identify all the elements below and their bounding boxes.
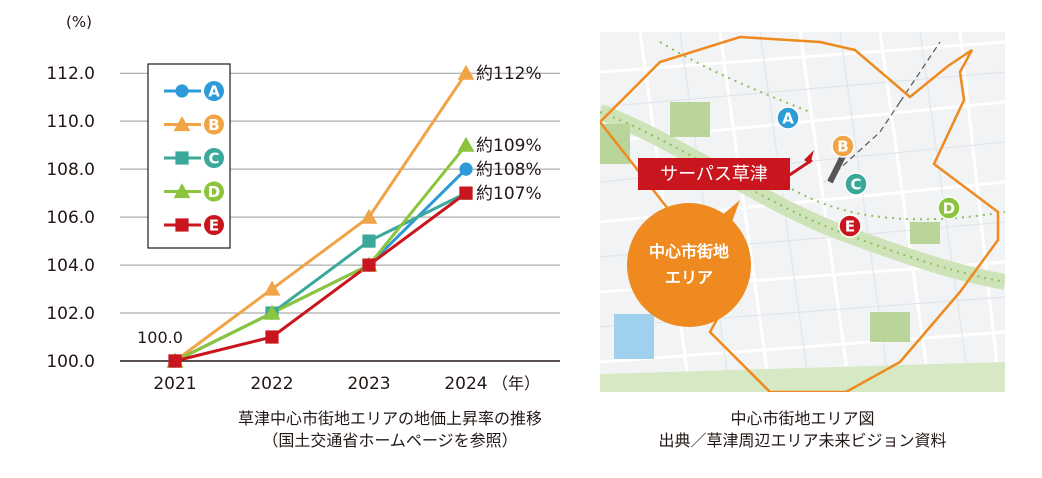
series-line-E: [174, 191, 467, 363]
park: [600, 124, 630, 164]
map-caption: 中心市街地エリア図 出典／草津周辺エリア未来ビジョン資料: [600, 408, 1005, 452]
end-label-B: 約112%: [476, 64, 542, 84]
legend-label-D: D: [208, 183, 220, 201]
legend-label-E: E: [209, 217, 219, 235]
legend-label-B: B: [208, 116, 219, 134]
y-tick-label: 104.0: [46, 256, 95, 276]
end-label-E: 約107%: [476, 184, 542, 204]
data-point-E: [265, 330, 279, 344]
area-bubble: 中心市街地 エリア: [627, 200, 751, 327]
map-point-C: [844, 172, 868, 196]
callout-label: サーパス草津: [660, 164, 768, 185]
legend-marker-C: [175, 151, 189, 165]
x-tick-label: 2022: [250, 374, 293, 394]
map-caption-line2: 出典／草津周辺エリア未来ビジョン資料: [658, 431, 947, 450]
railway: [824, 101, 901, 183]
end-label-D: 約109%: [476, 136, 542, 156]
series-line-D: [174, 144, 468, 363]
y-tick-label: 106.0: [46, 208, 95, 228]
pond: [614, 314, 654, 359]
legend-badge-B: [204, 114, 224, 135]
data-point-A: [459, 162, 473, 176]
data-point-D: [263, 304, 281, 320]
map-graphic: 中心市街地 エリア サーパス草津 A B C D E: [600, 32, 1005, 392]
area-boundary: [600, 35, 1000, 392]
y-tick-label: 112.0: [46, 64, 95, 84]
map-streets: [600, 32, 1005, 392]
data-point-D: [457, 136, 475, 152]
y-axis-unit: (%): [66, 13, 92, 31]
map-point-label-C: C: [850, 176, 861, 194]
x-axis-unit: （年）: [492, 374, 540, 393]
data-point-E: [362, 258, 376, 272]
park: [670, 102, 710, 137]
data-point-C: [362, 234, 376, 248]
map-point-label-D: D: [943, 200, 955, 218]
start-value-label: 100.0: [137, 328, 183, 347]
map-caption-line1: 中心市街地エリア図: [730, 409, 875, 428]
map-point-label-B: B: [837, 138, 848, 156]
series-line-B: [174, 72, 468, 363]
data-point-E: [168, 354, 182, 368]
legend-badge-C: [204, 148, 224, 168]
line-chart: 100.0 102.0 104.0 106.0 108.0 110.0 112.0 (%) 20…: [46, 13, 560, 394]
data-point-B: [263, 280, 281, 296]
map-point-B: [831, 134, 855, 158]
legend-badge-D: [204, 181, 224, 202]
chart-title: 草津中心市街地エリアの地価上昇率の推移: [237, 409, 542, 428]
area-bubble-label-1: 中心市街地: [649, 242, 729, 261]
map-point-label-E: E: [845, 218, 855, 236]
legend-marker-A: [175, 84, 189, 98]
x-tick-label: 2024: [444, 374, 487, 394]
y-tick-label: 102.0: [46, 304, 95, 324]
park: [910, 222, 940, 244]
y-tick-label: 108.0: [46, 160, 95, 180]
y-tick-label: 110.0: [46, 112, 95, 132]
legend-marker-B: [173, 116, 191, 132]
y-tick-label: 100.0: [46, 352, 95, 372]
data-point-B: [457, 64, 475, 80]
legend-label-A: A: [208, 83, 220, 101]
end-label-A: 約108%: [476, 160, 542, 180]
map-points: A B C D E: [776, 106, 961, 238]
map-point-label-A: A: [782, 110, 794, 128]
legend-badge-A: [204, 81, 224, 101]
legend-badge-E: [204, 215, 224, 235]
park: [870, 312, 910, 342]
legend-label-C: C: [208, 150, 219, 168]
legend-marker-D: [173, 183, 191, 199]
river-green: [600, 362, 1005, 392]
x-tick-label: 2021: [153, 374, 196, 394]
callout: サーパス草津: [638, 150, 814, 190]
chart-subtitle: （国土交通省ホームページを参照）: [262, 431, 518, 450]
data-point-B: [360, 208, 378, 224]
map: 中心市街地 エリア サーパス草津 A B C D E: [600, 32, 1005, 392]
legend-marker-E: [175, 218, 189, 232]
area-bubble-label-2: エリア: [665, 268, 713, 287]
x-tick-label: 2023: [347, 374, 390, 394]
data-point-E: [459, 186, 473, 200]
map-point-E: [838, 214, 862, 238]
map-point-D: [937, 196, 961, 220]
map-point-A: [776, 106, 800, 130]
chart-caption: 草津中心市街地エリアの地価上昇率の推移 （国土交通省ホームページを参照）: [200, 408, 580, 452]
